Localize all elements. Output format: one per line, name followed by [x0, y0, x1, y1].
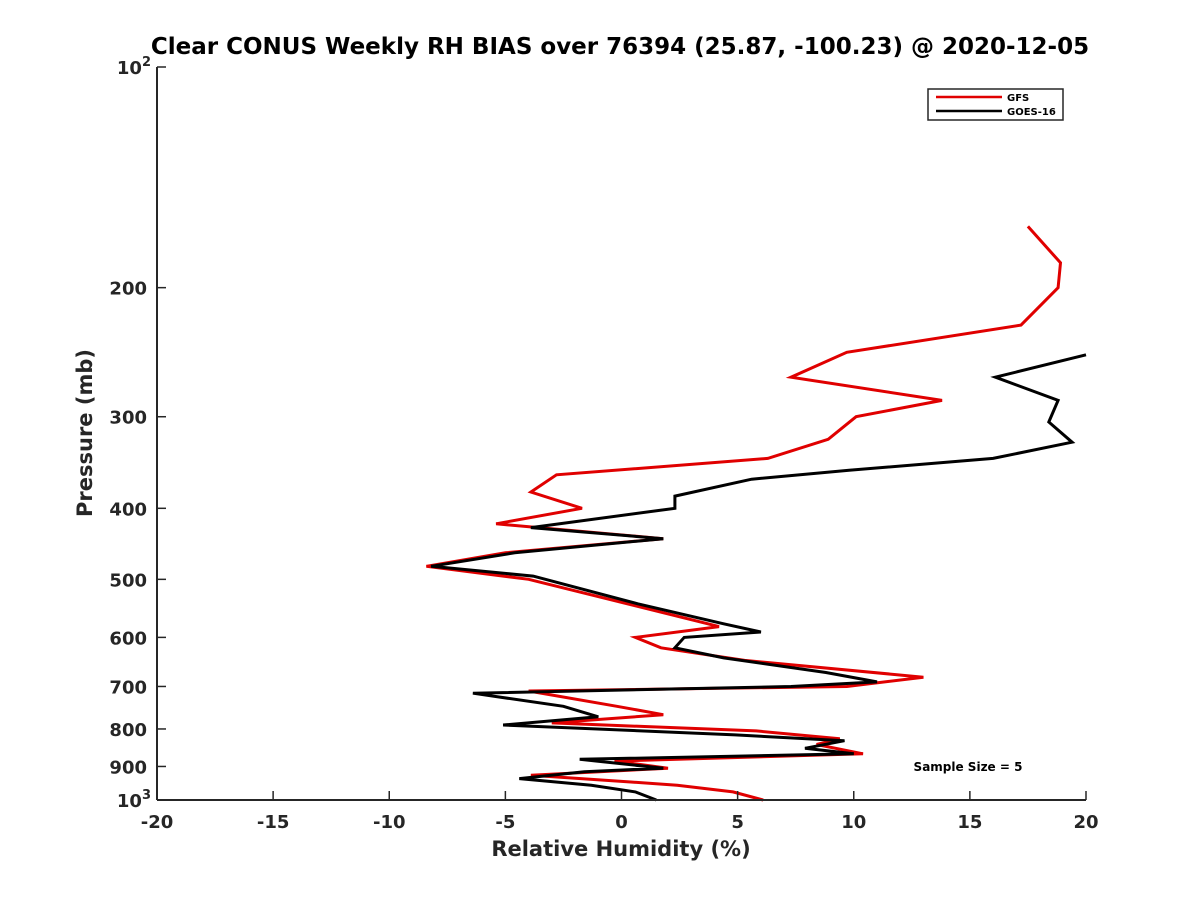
x-tick-label: 15 [957, 812, 982, 833]
series-line-gfs [426, 225, 1063, 802]
x-axis-label: Relative Humidity (%) [491, 837, 750, 861]
y-tick-label: 200 [109, 279, 147, 300]
y-tick-exponent: 3 [142, 788, 151, 803]
y-tick-exponent: 2 [142, 55, 151, 70]
chart-title: Clear CONUS Weekly RH BIAS over 76394 (2… [151, 34, 1089, 60]
x-ticks: -20 -15 -10 -5 0 5 10 15 20 [141, 791, 1099, 833]
plot-area [157, 67, 1086, 800]
y-tick-label: 400 [109, 499, 147, 520]
y-tick-label: 600 [109, 628, 147, 649]
legend-box [927, 88, 1064, 121]
x-tick-label: 0 [615, 812, 628, 833]
x-tick-label: 10 [841, 812, 866, 833]
x-tick-label: -5 [495, 812, 515, 833]
y-axis-label: Pressure (mb) [73, 349, 97, 517]
y-tick-label: 300 [109, 408, 147, 429]
y-tick-label: 800 [109, 720, 147, 741]
x-tick-label: -15 [257, 812, 290, 833]
plot-background [157, 67, 1086, 800]
x-tick-label: -20 [141, 812, 174, 833]
series-line-goes-16 [430, 353, 1087, 802]
legend: GFS GOES-16 [927, 88, 1064, 121]
sample-size-annotation: Sample Size = 5 [914, 760, 1023, 774]
series-layer [426, 225, 1087, 802]
y-tick-label: 500 [109, 570, 147, 591]
x-tick-label: 5 [731, 812, 744, 833]
x-tick-label: 20 [1073, 812, 1098, 833]
legend-label-goes-16: GOES-16 [1007, 107, 1056, 118]
legend-label-gfs: GFS [1007, 93, 1029, 104]
y-tick-label: 900 [109, 757, 147, 778]
y-tick-label: 700 [109, 677, 147, 698]
x-tick-label: -10 [373, 812, 406, 833]
